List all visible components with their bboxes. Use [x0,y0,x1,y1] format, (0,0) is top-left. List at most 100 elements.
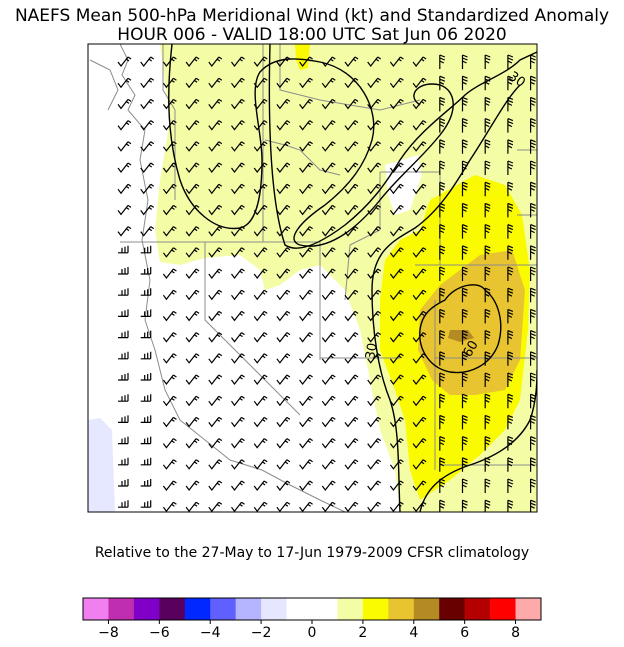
wind-barb [412,374,427,385]
colorbar-cell [286,598,313,620]
wind-barb [484,160,491,175]
wind-barb [208,480,223,491]
wind-barb [276,332,291,343]
wind-barb [231,162,245,173]
wind-barb [389,141,404,152]
wind-barb [412,247,427,258]
anomaly-shading-dark-gold [448,330,474,342]
wind-barb [530,287,536,303]
wind-barb [140,457,152,466]
wind-barb [461,160,468,175]
wind-barb [344,162,359,173]
colorbar-ticks: −8 −6 −4 −2 0 2 4 6 8 [98,620,520,641]
wind-barb [231,98,245,110]
wind-barb [299,204,313,216]
wind-barb [231,459,245,470]
wind-barb [321,374,336,385]
wind-barb [276,268,291,279]
wind-barb [118,309,129,317]
wind-barb [299,416,313,428]
wind-barb [507,393,514,409]
wind-barb [321,289,336,301]
wind-barb [208,98,223,110]
colorbar-tick-label: 0 [308,625,317,641]
valid-time: HOUR 006 - VALID 18:00 UTC Sat Jun 06 20… [117,25,507,45]
wind-barb [507,308,514,324]
wind-barb [321,247,336,258]
wind-barb [507,457,514,472]
wind-barb [185,459,200,470]
wind-barb [140,98,155,110]
wind-barb [321,416,336,428]
wind-barb [253,416,268,428]
wind-barb [367,438,382,449]
wind-barb [367,353,382,364]
wind-barb [117,98,132,110]
wind-barb [118,479,129,487]
wind-barb [117,226,132,237]
wind-barb [231,501,245,512]
wind-barb [140,351,152,360]
wind-barb [439,139,446,154]
wind-barb [439,499,446,512]
colorbar-cell [83,598,109,620]
wind-barb [530,139,536,154]
colorbar-tick-label: −2 [251,625,272,641]
wind-barb [461,224,468,239]
wind-barb [461,393,468,409]
wind-barb [530,75,536,91]
colorbar-cell [312,598,338,620]
wind-barb [344,289,359,301]
wind-barb [484,181,491,197]
wind-barb [367,204,382,216]
wind-barb [321,438,336,449]
colorbar-tick-label: −4 [200,625,221,641]
wind-barb [185,56,200,67]
wind-barb [439,478,446,493]
wind-barb [461,266,468,281]
wind-barb [185,247,200,258]
wind-barb [367,183,382,195]
wind-barb [208,183,223,195]
wind-barb [507,351,514,366]
wind-barb [253,289,268,301]
wind-barb [276,395,291,407]
wind-barb [344,120,359,131]
wind-barb [299,141,313,152]
wind-barb [185,395,200,407]
colorbar-cell [235,598,262,620]
wind-barb [208,141,223,152]
wind-barb [140,330,152,339]
wind-barb [208,120,223,131]
wind-barb [140,77,155,89]
wind-barb [140,373,152,381]
wind-barb [389,226,404,237]
wind-barb [344,459,359,470]
wind-barb [530,457,536,472]
wind-barb [439,330,446,345]
wind-barb [321,353,336,364]
wind-barb [344,480,359,491]
wind-barb [321,183,336,195]
wind-barb [185,416,200,428]
wind-barb [389,353,404,364]
wind-barb [208,459,223,470]
wind-barb [118,330,129,339]
wind-barb [507,414,514,430]
wind-barb [389,480,404,491]
wind-barb [344,395,359,407]
wind-barb [484,139,491,154]
wind-barb [140,309,152,317]
wind-barb [484,436,491,451]
colorbar-cell [210,598,236,620]
wind-barb [484,499,491,512]
wind-barb [439,436,446,451]
wind-barb [299,332,313,343]
wind-barb [231,120,245,131]
wind-barb [321,204,336,216]
wind-barb [162,247,177,258]
wind-barb [118,373,129,381]
wind-barb [231,77,245,89]
colorbar-cell [108,598,135,620]
wind-barb [162,56,177,67]
